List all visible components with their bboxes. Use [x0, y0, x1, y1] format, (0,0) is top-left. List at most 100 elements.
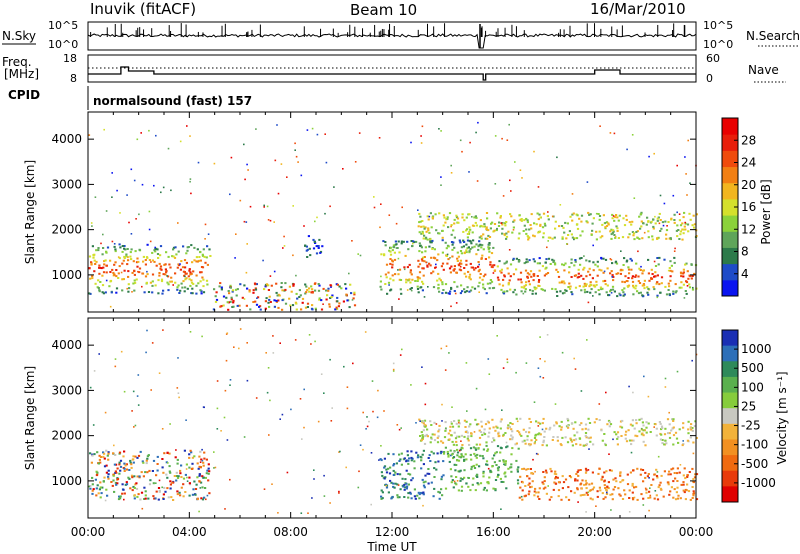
heat-cell: [582, 285, 585, 288]
heat-cell: [556, 271, 560, 273]
heat-cell: [673, 261, 676, 264]
heat-cell: [230, 298, 233, 301]
heat-cell: [587, 428, 590, 431]
heat-cell: [463, 219, 466, 222]
heat-cell: [184, 278, 187, 281]
heat-cell: [346, 386, 349, 388]
heat-cell: [469, 141, 471, 144]
heat-cell: [304, 244, 307, 247]
heat-cell: [554, 288, 557, 291]
heat-cell: [603, 433, 606, 435]
heat-cell: [423, 256, 426, 258]
heat-cell: [669, 275, 672, 278]
colorbar-swatch: [722, 118, 738, 135]
heat-cell: [537, 421, 540, 424]
heat-cell: [453, 290, 456, 292]
heat-cell: [450, 225, 452, 228]
heat-cell: [105, 210, 108, 212]
heat-cell: [88, 267, 91, 270]
heat-cell: [470, 458, 473, 461]
heat-cell: [513, 288, 516, 291]
heat-cell: [640, 265, 642, 268]
heat-cell: [432, 452, 435, 455]
heat-cell: [438, 424, 441, 427]
heat-cell: [201, 448, 203, 451]
heat-cell: [207, 479, 210, 482]
heat-cell: [475, 463, 478, 466]
heat-cell: [463, 460, 466, 462]
heat-cell: [547, 240, 549, 242]
heat-cell: [563, 282, 566, 285]
heat-cell: [107, 475, 110, 478]
heat-cell: [114, 365, 117, 368]
heat-cell: [228, 292, 231, 295]
heat-cell: [687, 139, 689, 142]
heat-cell: [233, 346, 235, 348]
heat-cell: [663, 258, 666, 261]
heat-cell: [546, 215, 549, 218]
heat-cell: [208, 248, 211, 251]
heat-cell: [548, 428, 551, 431]
heat-cell: [435, 423, 438, 425]
heat-cell: [579, 234, 582, 237]
heat-cell: [487, 234, 490, 237]
heat-cell: [198, 473, 201, 476]
heat-cell: [635, 485, 638, 488]
heat-cell: [172, 246, 176, 249]
heat-cell: [169, 423, 171, 425]
heat-cell: [301, 438, 303, 440]
heat-cell: [132, 260, 135, 263]
heat-cell: [692, 494, 695, 497]
heat-cell: [618, 214, 621, 217]
heat-cell: [504, 224, 507, 227]
heat-cell: [663, 470, 666, 473]
heat-cell: [479, 454, 482, 457]
heat-cell: [148, 210, 151, 213]
heat-cell: [499, 270, 502, 273]
heat-cell: [595, 283, 598, 286]
heat-cell: [90, 222, 93, 224]
heat-cell: [395, 222, 398, 225]
heat-cell: [381, 497, 384, 500]
heat-cell: [151, 342, 154, 344]
heat-cell: [470, 435, 473, 438]
heat-cell: [692, 481, 695, 484]
heat-cell: [385, 471, 389, 474]
heat-cell: [392, 362, 395, 365]
heat-cell: [128, 221, 130, 224]
heat-cell: [526, 235, 529, 238]
heat-cell: [642, 429, 645, 432]
heat-cell: [586, 339, 588, 341]
heat-cell: [511, 423, 514, 425]
heat-cell: [420, 246, 423, 249]
heat-cell: [127, 283, 130, 286]
heat-cell: [616, 431, 620, 434]
heat-cell: [161, 458, 164, 460]
heat-cell: [666, 418, 670, 421]
heat-cell: [501, 223, 504, 226]
heat-cell: [690, 423, 693, 426]
heat-cell: [648, 509, 650, 512]
x-tick-label: 12:00: [375, 525, 410, 539]
heat-cell: [487, 358, 490, 360]
heat-cell: [422, 481, 425, 484]
heat-cell: [501, 409, 503, 411]
heat-cell: [530, 485, 533, 488]
heat-cell: [511, 436, 514, 439]
heat-cell: [633, 197, 636, 199]
heat-cell: [188, 278, 191, 281]
heat-cell: [695, 213, 698, 216]
heat-cell: [123, 462, 126, 465]
heat-cell: [112, 452, 115, 455]
heat-cell: [679, 464, 682, 466]
heat-cell: [640, 211, 643, 214]
heat-cell: [348, 272, 350, 275]
heat-cell: [331, 407, 333, 409]
heat-cell: [486, 237, 489, 240]
heat-cell: [133, 179, 136, 182]
heat-cell: [549, 467, 552, 470]
heat-cell: [438, 290, 441, 293]
colorbar-tick-label: 28: [741, 133, 756, 147]
heat-cell: [141, 460, 144, 463]
heat-cell: [168, 470, 171, 473]
